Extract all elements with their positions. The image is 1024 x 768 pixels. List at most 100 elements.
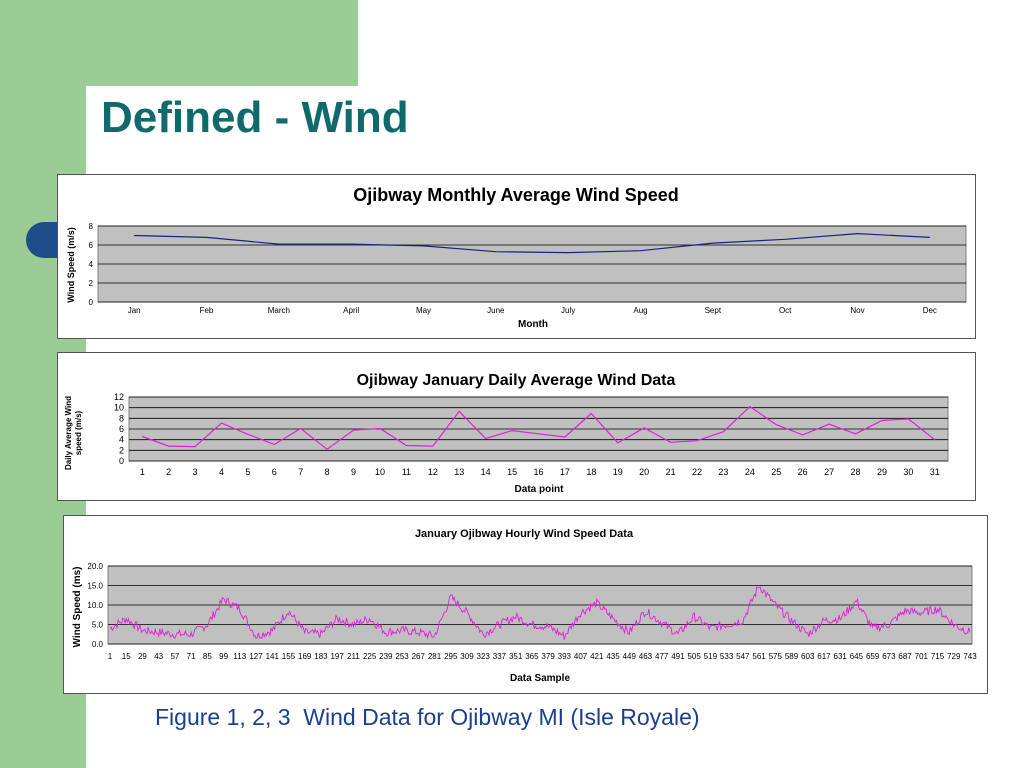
x-tick-label: 16 bbox=[533, 467, 543, 477]
x-tick-label: 2 bbox=[166, 467, 171, 477]
x-tick-label: 23 bbox=[718, 467, 728, 477]
x-tick-label: 169 bbox=[298, 652, 312, 661]
series-line bbox=[109, 586, 971, 640]
x-tick-label: 547 bbox=[736, 652, 750, 661]
x-tick-label: 21 bbox=[666, 467, 676, 477]
x-tick-label: 183 bbox=[314, 652, 328, 661]
x-tick-label: 27 bbox=[824, 467, 834, 477]
y-tick-label: 8 bbox=[89, 222, 94, 231]
figure-caption: Figure 1, 2, 3 Wind Data for Ojibway MI … bbox=[155, 704, 700, 730]
x-tick-label: 5 bbox=[245, 467, 250, 477]
x-tick-label: 3 bbox=[193, 467, 198, 477]
x-tick-label: 659 bbox=[866, 652, 880, 661]
x-tick-label: Dec bbox=[923, 306, 937, 315]
slide-title: Defined - Wind bbox=[101, 93, 409, 142]
y-axis-label: Wind Speed (ms) bbox=[72, 566, 83, 647]
x-axis-label: Data point bbox=[515, 484, 565, 495]
x-tick-label: 13 bbox=[454, 467, 464, 477]
y-axis-label: Wind Speed (m/s) bbox=[66, 227, 76, 302]
x-tick-label: 4 bbox=[219, 467, 224, 477]
x-tick-label: 31 bbox=[930, 467, 940, 477]
x-tick-label: 323 bbox=[477, 652, 491, 661]
x-tick-label: 673 bbox=[882, 652, 896, 661]
x-tick-label: 253 bbox=[395, 652, 409, 661]
y-tick-label: 6 bbox=[119, 424, 124, 434]
x-tick-label: 743 bbox=[963, 652, 977, 661]
x-tick-label: 351 bbox=[509, 652, 523, 661]
x-tick-label: June bbox=[487, 306, 505, 315]
x-tick-label: 12 bbox=[428, 467, 438, 477]
x-tick-label: 43 bbox=[154, 652, 163, 661]
monthly-wind-chart: Ojibway Monthly Average Wind Speed Month… bbox=[57, 174, 976, 339]
x-tick-label: 491 bbox=[671, 652, 685, 661]
x-tick-label: 365 bbox=[525, 652, 539, 661]
x-tick-label: March bbox=[268, 306, 290, 315]
x-tick-label: 57 bbox=[170, 652, 179, 661]
x-tick-label: 127 bbox=[249, 652, 263, 661]
y-tick-label: 20.0 bbox=[87, 562, 103, 571]
x-tick-label: 449 bbox=[623, 652, 637, 661]
y-tick-label: 15.0 bbox=[87, 582, 103, 591]
x-tick-label: 26 bbox=[798, 467, 808, 477]
x-tick-label: 15 bbox=[507, 467, 517, 477]
x-tick-label: 1 bbox=[108, 652, 113, 661]
y-tick-label: 2 bbox=[89, 279, 94, 288]
x-tick-label: April bbox=[343, 306, 359, 315]
x-tick-label: 701 bbox=[915, 652, 929, 661]
y-tick-label: 0.0 bbox=[92, 640, 104, 649]
x-tick-label: 1 bbox=[140, 467, 145, 477]
x-tick-label: 24 bbox=[745, 467, 755, 477]
y-axis-label: Daily Average Windspeed (m/s) bbox=[64, 396, 83, 470]
x-tick-label: 17 bbox=[560, 467, 570, 477]
y-tick-label: 12 bbox=[114, 392, 124, 402]
x-axis-label: Data Sample bbox=[510, 673, 570, 684]
x-tick-label: 715 bbox=[931, 652, 945, 661]
series-line bbox=[134, 232, 930, 254]
chart-title: Ojibway January Daily Average Wind Data bbox=[357, 372, 676, 389]
x-tick-label: 687 bbox=[898, 652, 912, 661]
x-tick-label: 281 bbox=[428, 652, 442, 661]
x-tick-label: Aug bbox=[633, 306, 647, 315]
x-tick-label: 463 bbox=[639, 652, 653, 661]
y-tick-label: 8 bbox=[119, 413, 124, 423]
monthly-wind-chart-svg: Ojibway Monthly Average Wind Speed Month… bbox=[66, 185, 967, 330]
y-tick-label: 2 bbox=[119, 445, 124, 455]
x-tick-label: 575 bbox=[769, 652, 783, 661]
x-tick-label: 29 bbox=[138, 652, 147, 661]
x-tick-label: 645 bbox=[850, 652, 864, 661]
hourly-wind-chart: January Ojibway Hourly Wind Speed Data D… bbox=[63, 515, 988, 694]
x-tick-label: 211 bbox=[347, 652, 360, 661]
hourly-wind-chart-svg: January Ojibway Hourly Wind Speed Data D… bbox=[72, 528, 977, 684]
x-tick-label: 533 bbox=[720, 652, 734, 661]
x-tick-label: Oct bbox=[779, 306, 792, 315]
y-tick-label: 0 bbox=[89, 298, 94, 307]
x-tick-label: Nov bbox=[850, 306, 864, 315]
x-tick-label: 267 bbox=[412, 652, 426, 661]
x-tick-label: 10 bbox=[375, 467, 385, 477]
x-tick-label: 22 bbox=[692, 467, 702, 477]
x-tick-label: 603 bbox=[801, 652, 815, 661]
series-line bbox=[141, 405, 936, 451]
x-tick-label: 6 bbox=[272, 467, 277, 477]
x-tick-label: 421 bbox=[590, 652, 604, 661]
y-tick-label: 10.0 bbox=[87, 601, 103, 610]
x-tick-label: 631 bbox=[834, 652, 848, 661]
green-top-band bbox=[0, 0, 358, 86]
x-tick-label: 477 bbox=[655, 652, 669, 661]
x-tick-label: 239 bbox=[379, 652, 393, 661]
x-tick-label: May bbox=[416, 306, 431, 315]
x-tick-label: 30 bbox=[903, 467, 913, 477]
x-tick-label: 8 bbox=[325, 467, 330, 477]
daily-wind-chart-svg: Ojibway January Daily Average Wind Data … bbox=[64, 372, 949, 495]
x-tick-label: 25 bbox=[771, 467, 781, 477]
x-tick-label: 309 bbox=[460, 652, 474, 661]
x-tick-label: 729 bbox=[947, 652, 961, 661]
daily-wind-chart: Ojibway January Daily Average Wind Data … bbox=[57, 352, 976, 501]
x-tick-label: 141 bbox=[266, 652, 280, 661]
x-tick-label: 20 bbox=[639, 467, 649, 477]
x-tick-label: 589 bbox=[785, 652, 799, 661]
x-tick-label: 225 bbox=[363, 652, 377, 661]
x-tick-label: 435 bbox=[606, 652, 620, 661]
x-tick-label: Feb bbox=[200, 306, 214, 315]
x-tick-label: Sept bbox=[705, 306, 722, 315]
